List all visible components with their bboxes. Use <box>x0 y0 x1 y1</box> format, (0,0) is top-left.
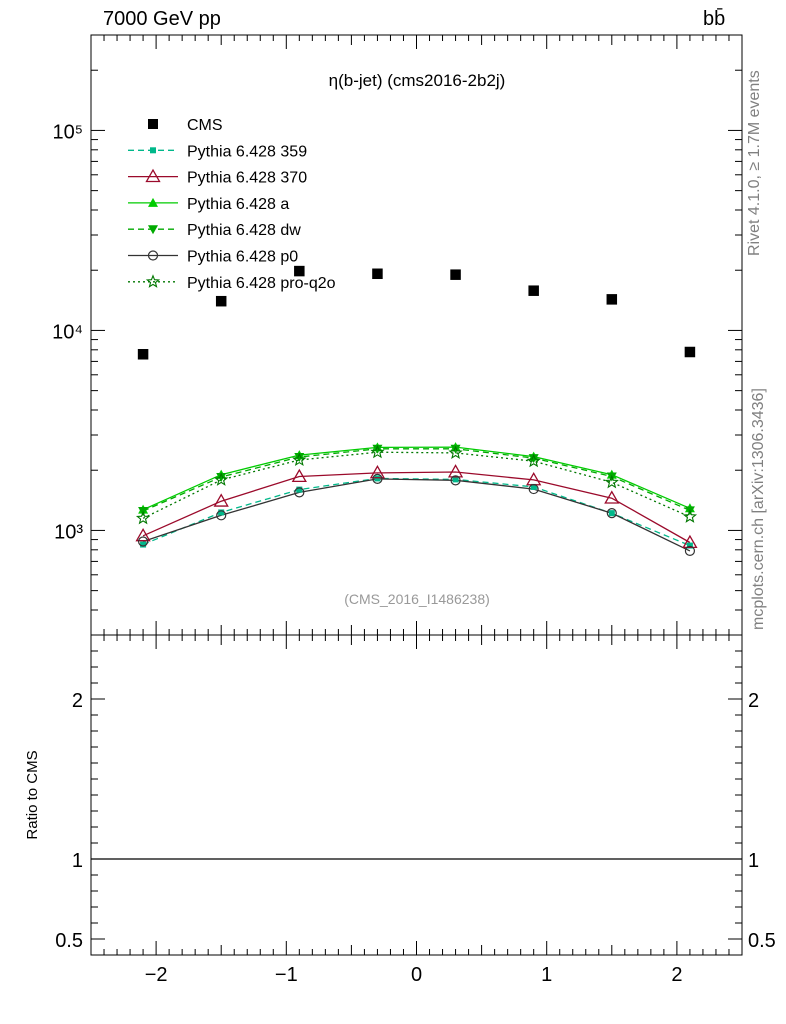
data-point <box>148 119 158 129</box>
data-point <box>294 452 305 462</box>
series-line <box>142 448 691 512</box>
data-point <box>606 294 618 305</box>
series-line <box>142 451 691 519</box>
series-markers <box>135 265 698 556</box>
series-line <box>142 478 691 552</box>
data-point <box>214 472 229 486</box>
data-point <box>296 486 303 493</box>
data-point <box>372 473 383 484</box>
series-line <box>142 446 691 511</box>
data-point <box>215 295 227 307</box>
data-point <box>528 483 539 495</box>
series-lines <box>142 446 691 552</box>
ratio-axis-label: Ratio to CMS <box>24 750 41 839</box>
axis-tick-labels: 10³ 10⁴ 10⁵ 0.5 0.5 1 1 2 2 −2 −1 0 1 2 <box>52 121 776 986</box>
data-point <box>450 475 461 486</box>
data-point <box>684 545 696 556</box>
series-line <box>142 471 691 544</box>
data-point <box>218 509 225 516</box>
data-point <box>374 475 381 482</box>
data-point <box>528 454 539 464</box>
chart-title: η(b-jet) (cms2016-2b2j) <box>329 71 506 90</box>
legend-label: CMS <box>187 117 223 134</box>
data-point <box>450 269 461 280</box>
data-point <box>604 474 619 489</box>
data-point <box>135 510 151 525</box>
data-point <box>137 349 149 360</box>
data-point <box>448 445 463 460</box>
data-point <box>606 508 617 519</box>
process-label: bb̄ <box>703 8 726 30</box>
data-point <box>528 285 539 296</box>
legend-label: Pythia 6.428 p0 <box>187 249 298 266</box>
data-point <box>216 510 227 521</box>
y-tick-label: 10⁴ <box>52 321 83 343</box>
data-point <box>145 274 161 288</box>
data-point <box>682 509 698 523</box>
legend-label: Pythia 6.428 dw <box>187 222 301 239</box>
data-point <box>604 490 620 504</box>
data-point <box>137 536 149 547</box>
data-point <box>148 197 158 207</box>
x-tick-label: −1 <box>275 964 298 986</box>
data-point <box>213 493 229 507</box>
data-point <box>369 465 386 479</box>
ratio-y-tick-label-right: 1 <box>748 850 759 872</box>
legend-label: Pythia 6.428 359 <box>187 143 307 160</box>
data-point <box>147 250 159 261</box>
data-point <box>294 487 305 498</box>
ratio-y-tick-label: 0.5 <box>55 930 83 952</box>
legend-label: Pythia 6.428 pro-q2o <box>187 275 336 292</box>
watermark-label: (CMS_2016_I1486238) <box>344 591 490 607</box>
data-point <box>140 541 147 548</box>
legend-label: Pythia 6.428 370 <box>187 170 307 187</box>
data-point <box>447 464 464 478</box>
y-tick-label: 10⁵ <box>52 121 83 143</box>
ratio-plot-frame <box>90 634 743 956</box>
ratio-y-tick-label: 1 <box>72 850 83 872</box>
data-point <box>216 472 227 482</box>
data-point <box>294 265 305 277</box>
data-point <box>370 444 385 459</box>
x-tick-label: 2 <box>671 964 682 986</box>
data-point <box>686 542 693 549</box>
x-tick-label: 0 <box>411 964 422 986</box>
ratio-y-tick-label-right: 2 <box>748 690 759 712</box>
x-tick-label: −2 <box>145 964 168 986</box>
x-tick-label: 1 <box>541 964 552 986</box>
data-point <box>452 476 459 483</box>
data-point <box>372 268 383 280</box>
data-point <box>684 346 696 358</box>
data-point <box>291 468 307 483</box>
axis-ticks <box>90 34 743 956</box>
y-tick-label: 10³ <box>54 521 83 543</box>
data-point <box>682 534 698 549</box>
ratio-y-tick-label: 2 <box>72 690 83 712</box>
data-point <box>148 225 158 235</box>
legend: CMS Pythia 6.428 359 Pythia 6.428 370 Pythi… <box>128 117 336 292</box>
data-point <box>372 444 383 454</box>
data-point <box>145 168 161 183</box>
data-point <box>608 510 615 517</box>
ratio-y-tick-label-right: 0.5 <box>748 930 776 952</box>
data-point <box>450 444 461 454</box>
data-point <box>150 147 156 154</box>
data-point <box>526 453 541 468</box>
legend-label: Pythia 6.428 a <box>187 196 289 213</box>
data-point <box>135 527 151 542</box>
data-point <box>530 483 537 490</box>
energy-label: 7000 GeV pp <box>103 8 221 30</box>
data-point <box>292 452 307 467</box>
